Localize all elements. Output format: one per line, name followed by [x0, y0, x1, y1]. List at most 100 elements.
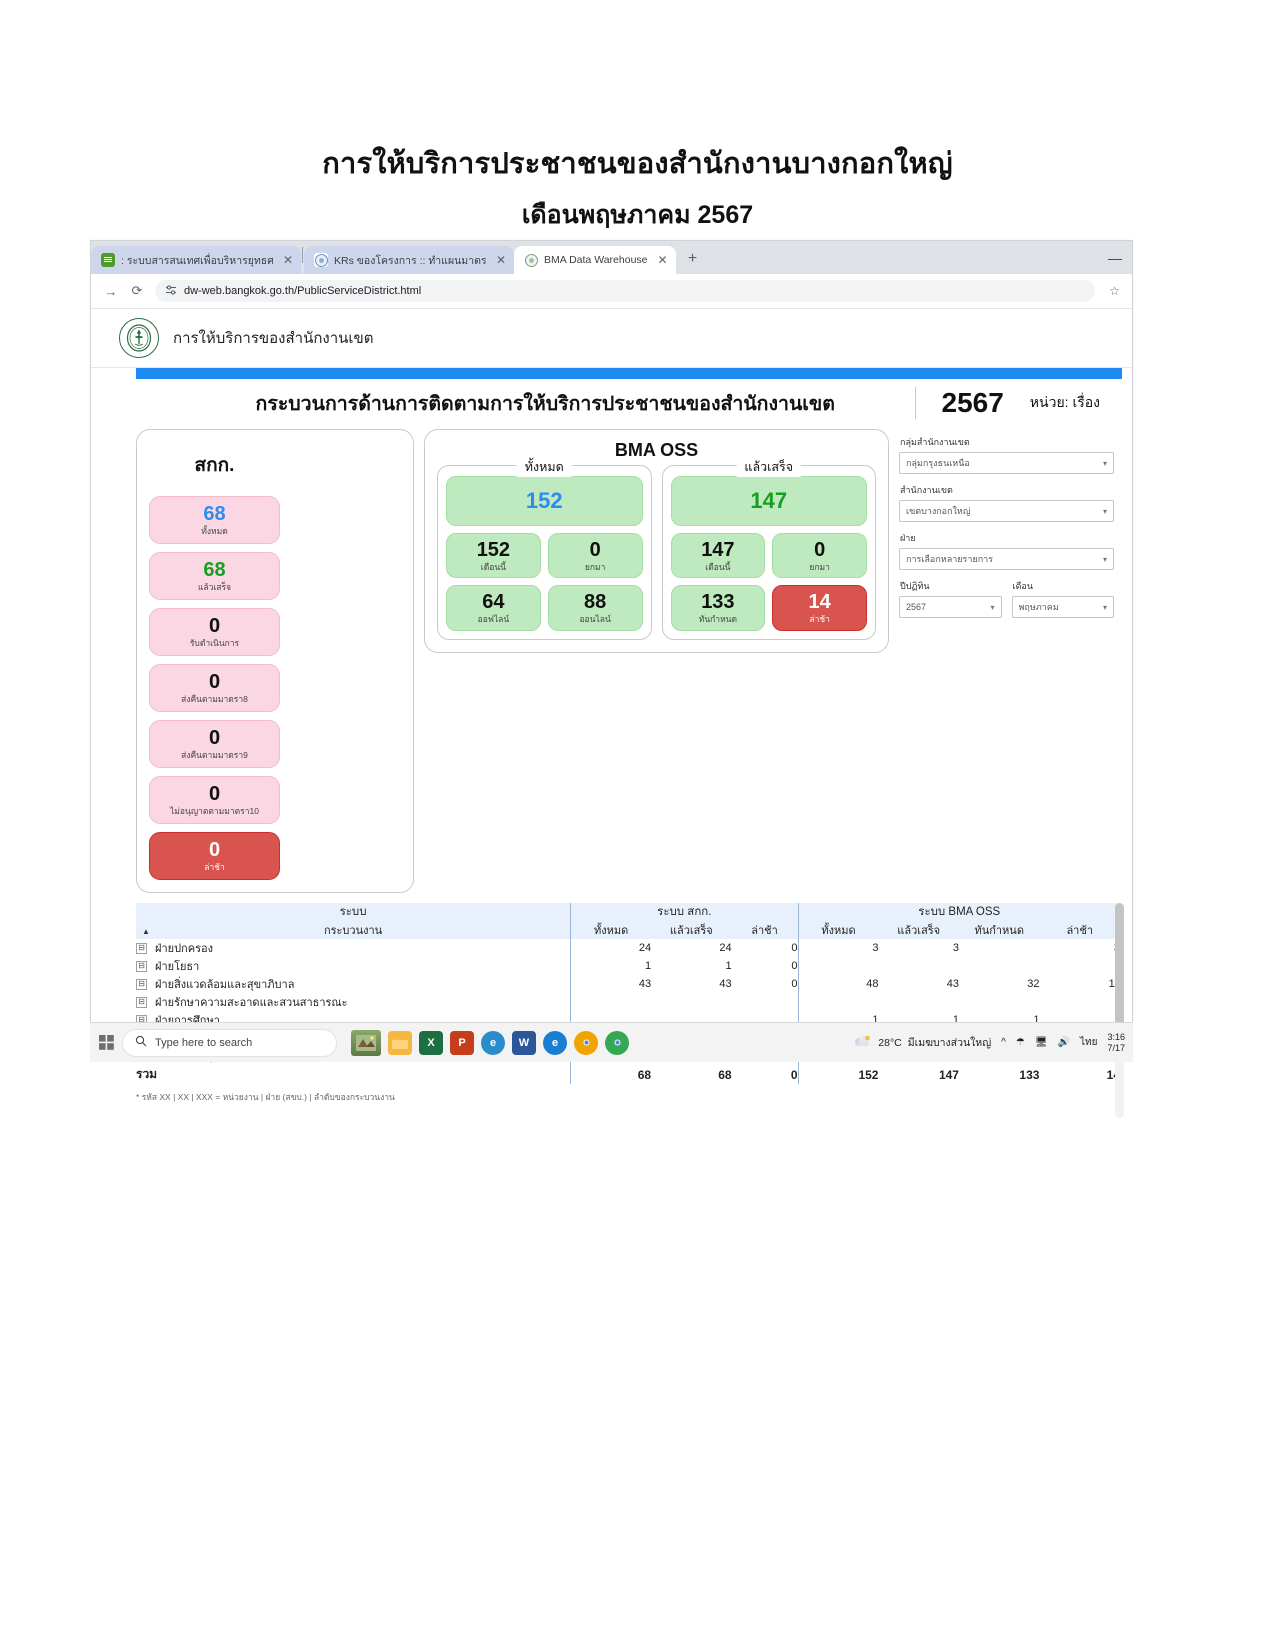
skk-total-card[interactable]: 68 ทั้งหมด — [149, 496, 280, 544]
district-group-select[interactable]: กลุ่มกรุงธนเหนือ ▾ — [899, 452, 1114, 474]
oss-completed-thismonth-card[interactable]: 147 เดือนนี้ — [670, 533, 766, 579]
table-row[interactable]: ⊟ ฝ่ายปกครอง 24 24 0 3 3 3 — [136, 939, 1120, 957]
oss-completed-late-card[interactable]: 14 ล่าช้า — [772, 585, 867, 631]
tune-icon[interactable] — [165, 284, 177, 299]
calendar-year-select[interactable]: 2567 ▾ — [899, 596, 1002, 618]
col-header-skk-late[interactable]: ล่าช้า — [731, 921, 798, 939]
col-header-oss-completed[interactable]: แล้วเสร็จ — [878, 921, 959, 939]
accent-bar — [136, 368, 1122, 379]
oss-total-headline-card[interactable]: 152 — [446, 476, 643, 526]
col-header-oss-late[interactable]: ล่าช้า — [1039, 921, 1120, 939]
table-row[interactable]: ⊟ ฝ่ายรักษาความสะอาดและสวนสาธารณะ — [136, 993, 1120, 1011]
oss-completed-carried-card[interactable]: 0 ยกมา — [772, 533, 867, 579]
oss-total-headline-value: 152 — [525, 488, 563, 514]
excel-icon[interactable]: X — [419, 1030, 443, 1055]
dashboard-header: กระบวนการด้านการติดตามการให้บริการประชาช… — [136, 383, 1112, 423]
forward-icon[interactable]: → — [104, 283, 118, 299]
close-icon[interactable]: ✕ — [657, 253, 668, 267]
oss-total-carried-card[interactable]: 0 ยกมา — [547, 533, 643, 579]
cell-oss-total — [797, 957, 879, 975]
skk-card-inprogress[interactable]: 0 รับดำเนินการ — [149, 608, 280, 656]
group-header-oss: ระบบ BMA OSS — [797, 903, 1120, 921]
cell-skk-late: 0 — [791, 942, 798, 954]
skk-card-completed[interactable]: 68 แล้วเสร็จ — [149, 552, 280, 600]
language-indicator[interactable]: ไทย — [1079, 1037, 1098, 1048]
skk-card-late-value: 0 — [208, 839, 221, 862]
word-icon[interactable]: W — [512, 1030, 536, 1055]
skk-card-inprogress-caption: รับดำเนินการ — [189, 638, 240, 649]
col-header-oss-ontime[interactable]: ทันกำหนด — [958, 921, 1040, 939]
cell-skk-late: 0 — [791, 978, 798, 990]
oss-total-online-card[interactable]: 88 ออนไลน์ — [547, 585, 643, 631]
skk-card-denied-sec10[interactable]: 0 ไม่อนุญาตตามมาตรา10 — [149, 776, 280, 824]
sort-ascending-icon[interactable]: ▲ — [142, 927, 150, 936]
new-tab-button[interactable]: + — [687, 250, 698, 267]
volume-icon[interactable]: 🔊 — [1057, 1037, 1070, 1048]
start-button[interactable] — [90, 1035, 122, 1050]
minimize-button[interactable]: — — [1108, 249, 1122, 266]
table-row[interactable]: ⊟ ฝ่ายสิ่งแวดล้อมและสุขาภิบาล 43 43 0 48 … — [136, 975, 1120, 993]
table-row[interactable]: ⊟ ฝ่ายโยธา 1 1 0 — [136, 957, 1120, 975]
col-header-skk-completed[interactable]: แล้วเสร็จ — [651, 921, 732, 939]
edge-icon[interactable]: e — [481, 1030, 505, 1055]
row-label-cell[interactable]: ⊟ ฝ่ายโยธา — [136, 957, 571, 975]
network-icon[interactable]: 🖥 — [1034, 1037, 1048, 1048]
oss-completed-ontime-card[interactable]: 133 ทันกำหนด — [670, 585, 766, 631]
browser-tab-1[interactable]: : ระบบสารสนเทศเพื่อบริหารยุทธศาส ✕ — [91, 246, 301, 274]
row-label: ฝ่ายปกครอง — [155, 943, 213, 955]
oss-total-offline-card[interactable]: 64 ออฟไลน์ — [446, 585, 541, 631]
table-scrollbar-thumb[interactable] — [1115, 903, 1124, 1053]
department-select[interactable]: การเลือกหลายรายการ ▾ — [899, 548, 1114, 570]
oss-title: BMA OSS — [614, 440, 699, 460]
skk-card-returned-sec9[interactable]: 0 ส่งคืนตามมาตรา9 — [149, 720, 280, 768]
reload-icon[interactable]: ⟳ — [131, 283, 143, 298]
browser-tab-3[interactable]: BMA Data Warehouse ✕ — [514, 246, 676, 274]
col-header-oss-total[interactable]: ทั้งหมด — [797, 921, 879, 939]
taskbar-clock[interactable]: 3:16 7/17 — [1107, 1032, 1125, 1053]
oss-completed-headline-card[interactable]: 147 — [670, 476, 867, 526]
oss-total-online-value: 88 — [584, 591, 607, 614]
taskbar-search-box[interactable]: Type here to search — [122, 1028, 337, 1057]
tray-expand-icon[interactable]: ^ — [1001, 1037, 1006, 1048]
onedrive-icon[interactable]: ☂ — [1015, 1037, 1025, 1048]
browser-tab-2[interactable]: KRs ของโครงการ :: ทำแผนมาตรฐาน ✕ — [304, 246, 514, 274]
table-footer: รวม 68 68 0 152 147 133 14 — [136, 1065, 1120, 1084]
site-title: การให้บริการของสำนักงานเขต — [173, 330, 374, 347]
powerpoint-icon[interactable]: P — [450, 1030, 474, 1055]
skk-card-returned-sec8[interactable]: 0 ส่งคืนตามมาตรา8 — [149, 664, 280, 712]
game-app-icon[interactable] — [351, 1029, 381, 1056]
cell-skk-completed — [651, 993, 731, 1011]
row-label-cell[interactable]: ⊟ ฝ่ายสิ่งแวดล้อมและสุขาภิบาล — [136, 975, 571, 993]
kpi-panels: สกก. 68 ทั้งหมด 68 แล้วเสร็จ 0 รับดำเนิน… — [136, 429, 1120, 893]
month-select[interactable]: พฤษภาคม ▾ — [1011, 596, 1114, 618]
close-icon[interactable]: ✕ — [282, 253, 293, 267]
cell-skk-completed: 24 — [719, 942, 732, 954]
expand-icon[interactable]: ⊟ — [136, 996, 147, 1008]
district-office-select[interactable]: เขตบางกอกใหญ่ ▾ — [899, 500, 1114, 522]
magnifier-icon — [135, 1035, 147, 1050]
taskbar-app-icons: X P e W e — [351, 1029, 629, 1056]
clock-date: 7/17 — [1107, 1042, 1125, 1053]
col-header-skk-total[interactable]: ทั้งหมด — [570, 921, 652, 939]
row-label: ฝ่ายสิ่งแวดล้อมและสุขาภิบาล — [155, 979, 295, 991]
bookmark-star-icon[interactable]: ☆ — [1109, 284, 1120, 298]
chrome-beta-icon[interactable] — [605, 1030, 629, 1055]
weather-widget[interactable]: 28°C มีเมฆบางส่วนใหญ่ — [854, 1034, 991, 1051]
chrome-icon[interactable] — [574, 1030, 598, 1055]
address-bar[interactable]: dw-web.bangkok.go.th/PublicServiceDistri… — [155, 280, 1096, 302]
expand-icon[interactable]: ⊟ — [136, 960, 147, 972]
expand-icon[interactable]: ⊟ — [136, 942, 147, 954]
seal-icon — [314, 253, 328, 267]
close-icon[interactable]: ✕ — [495, 253, 506, 267]
skk-title: สกก. — [194, 454, 235, 476]
oss-total-thismonth-card[interactable]: 152 เดือนนี้ — [446, 533, 541, 579]
edge-legacy-icon[interactable]: e — [543, 1030, 567, 1055]
col-header-process[interactable]: กระบวนงาน ▲ — [136, 921, 571, 939]
skk-card-late[interactable]: 0 ล่าช้า — [149, 832, 280, 880]
expand-icon[interactable]: ⊟ — [136, 978, 147, 990]
row-label-cell[interactable]: ⊟ ฝ่ายปกครอง — [136, 939, 571, 957]
oss-group-total-legend: ทั้งหมด — [516, 457, 572, 477]
row-label-cell[interactable]: ⊟ ฝ่ายรักษาความสะอาดและสวนสาธารณะ — [136, 993, 571, 1011]
chevron-down-icon: ▾ — [990, 602, 995, 612]
file-explorer-icon[interactable] — [388, 1030, 412, 1055]
